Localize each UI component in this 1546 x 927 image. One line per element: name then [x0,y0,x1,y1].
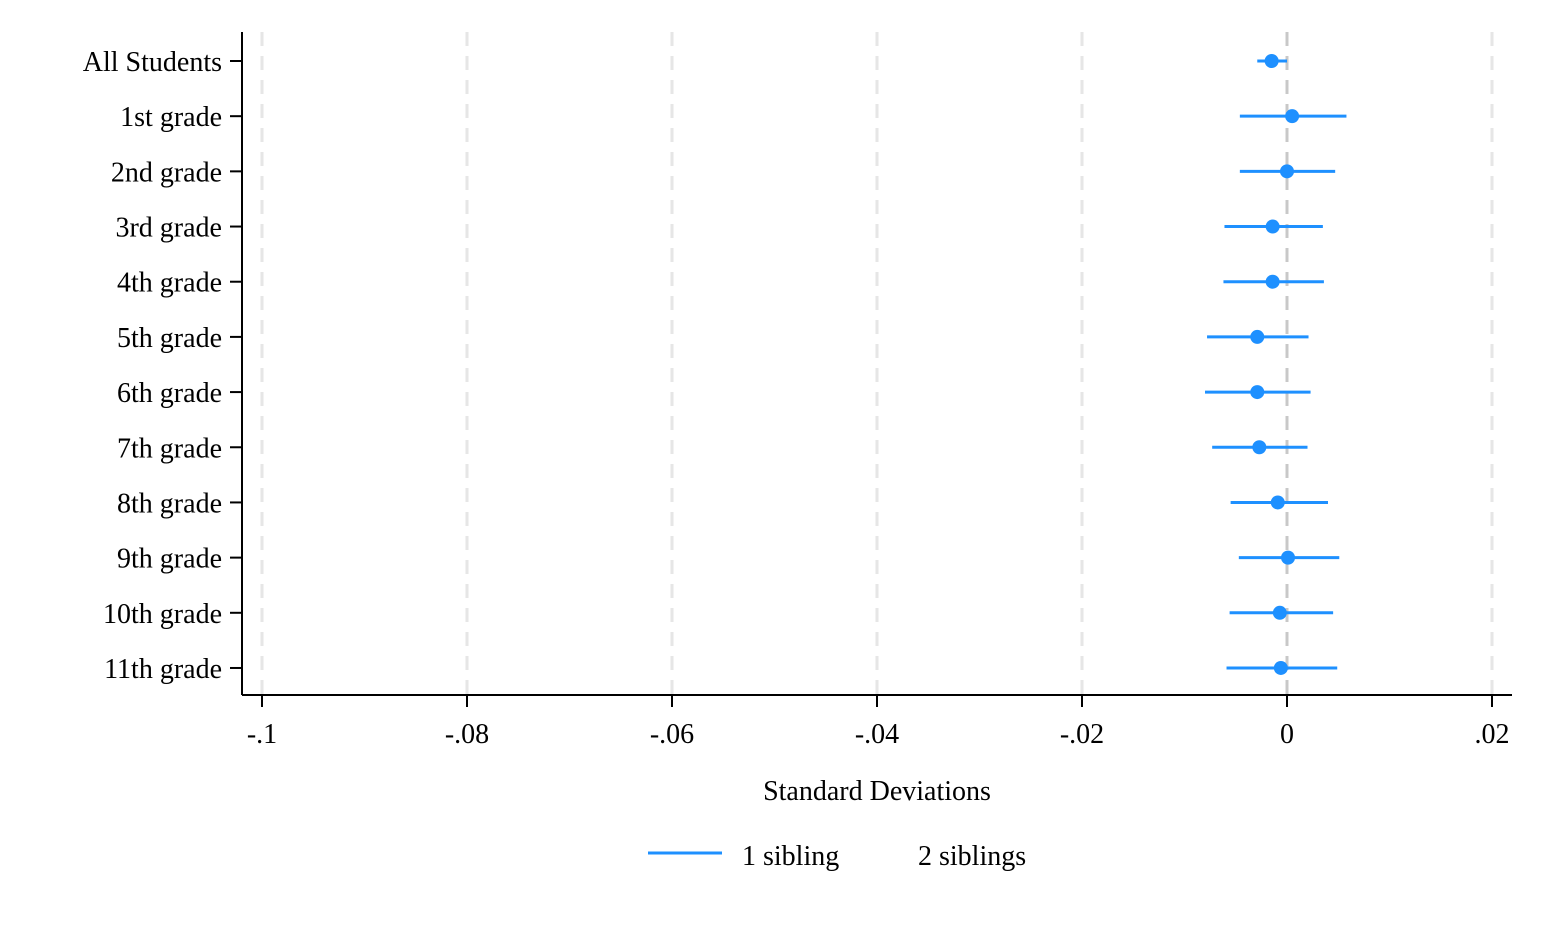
legend: 1 sibling 2 siblings [648,841,1026,872]
point-estimate [1265,274,1280,289]
legend-label-2-siblings: 2 siblings [918,841,1026,872]
x-tick-label: -.08 [445,719,489,750]
point-estimate [1285,109,1300,124]
y-tick-label: 4th grade [117,268,222,299]
y-tick-label: 2nd grade [111,157,222,188]
y-tick-label: 6th grade [117,378,222,409]
point-estimate [1250,329,1265,344]
point-estimate [1252,440,1267,455]
y-tick-label: 8th grade [117,488,222,519]
x-tick-label: .02 [1475,719,1510,750]
y-tick-label: 3rd grade [115,213,222,244]
y-tick-label: 9th grade [117,544,222,575]
grid-layer [260,32,1494,695]
point-estimate [1265,219,1280,234]
point-estimate [1280,164,1294,179]
x-tick-label: -.06 [650,719,694,750]
point-estimate [1273,660,1288,675]
y-tick-label: 10th grade [103,599,222,630]
point-estimate [1281,550,1296,565]
y-tick-label: 11th grade [104,654,222,685]
point-estimate [1270,495,1285,510]
point-estimate [1264,54,1279,68]
x-axis-title: Standard Deviations [763,776,991,807]
x-tick-label: 0 [1280,719,1294,750]
x-tick-label: -.1 [247,719,277,750]
legend-label-1-sibling: 1 sibling [742,841,839,872]
marks-layer [1205,54,1347,675]
y-tick-label: 7th grade [117,433,222,464]
point-estimate [1250,385,1265,400]
x-tick-label: -.02 [1060,719,1104,750]
point-estimate [1272,605,1287,620]
y-tick-label: 1st grade [120,102,222,133]
x-tick-label: -.04 [855,719,899,750]
axes-layer: All Students 1st grade 2nd grade 3rd grade 4… [83,32,1512,750]
y-tick-label: 5th grade [117,323,222,354]
y-tick-label: All Students [83,47,222,78]
